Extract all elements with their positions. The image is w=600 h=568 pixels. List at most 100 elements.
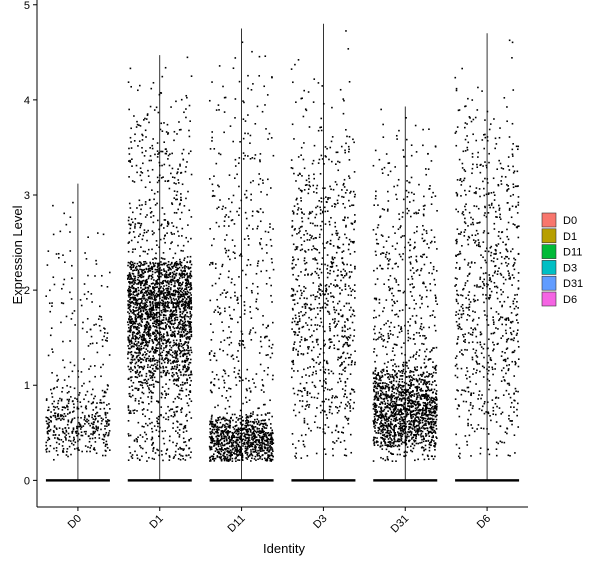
data-point [139,226,141,229]
data-point [132,334,134,336]
data-point [261,429,264,432]
data-point [98,315,101,318]
data-point [188,330,191,333]
data-point [129,305,132,307]
data-point [167,280,169,282]
data-point [185,444,188,447]
data-point [251,215,254,217]
data-point [128,287,130,290]
data-point [131,261,134,264]
data-point [214,425,216,428]
data-point [244,420,247,422]
data-point [231,201,233,204]
data-point [128,329,131,332]
data-point [267,444,270,446]
data-point [179,284,182,287]
data-point [350,222,353,225]
data-point [216,298,218,301]
data-point [320,197,323,199]
data-point [130,316,132,318]
data-point [303,297,306,299]
data-point [80,417,82,419]
data-point [241,429,243,432]
data-point [140,289,143,292]
data-point [131,278,134,280]
data-point [140,262,143,265]
data-point [175,264,178,267]
data-point [135,288,137,290]
data-point [332,372,335,375]
data-point [227,460,230,462]
data-point [151,168,154,171]
data-point [186,290,189,293]
data-point [303,142,305,144]
data-point [258,452,260,454]
data-point [168,342,171,344]
data-point [351,313,354,316]
data-point [331,257,334,260]
data-point [130,239,133,242]
data-point [174,314,176,317]
data-point [63,406,65,409]
data-point [170,319,173,322]
violin-group-d3 [290,23,356,482]
data-point [153,349,156,351]
data-point [137,286,139,289]
data-point [291,360,293,363]
data-point [184,323,187,326]
data-point [328,405,331,408]
data-point [138,303,140,305]
data-point [149,350,152,353]
data-point [179,328,181,330]
data-point [224,435,226,438]
data-point [344,385,347,387]
data-point [163,306,166,309]
data-point [157,270,159,272]
data-point [138,324,140,327]
data-point [183,326,186,329]
data-point [252,282,254,285]
data-point [174,330,176,333]
data-point [167,360,170,363]
data-point [220,435,223,437]
data-point [322,197,325,200]
data-point [98,433,100,436]
data-point [260,389,263,391]
data-point [150,266,153,269]
data-point [149,377,152,379]
data-point [347,339,349,341]
data-point [62,340,64,343]
data-point [171,233,173,236]
data-point [267,446,269,449]
data-point [132,336,134,338]
data-point [76,400,79,403]
data-point [61,287,63,290]
data-point [333,296,335,299]
data-point [165,274,168,277]
data-point [184,300,187,302]
data-point [150,411,153,413]
data-point [293,205,296,207]
data-point [223,370,226,372]
data-point [128,312,131,315]
data-point [130,368,132,370]
data-point [136,345,138,347]
data-point [350,451,353,454]
data-point [225,251,227,254]
data-point [95,259,97,262]
data-point [224,455,226,458]
data-point [139,298,142,300]
data-point [208,445,211,448]
data-point [185,298,188,300]
data-point [142,306,144,308]
data-point [144,338,147,340]
data-point [89,437,91,440]
data-point [268,438,271,441]
data-point [344,389,347,392]
data-point [104,390,106,393]
data-point [300,236,302,239]
data-point [145,353,148,355]
data-point [145,358,147,361]
data-point [173,455,176,458]
data-point [173,334,176,336]
